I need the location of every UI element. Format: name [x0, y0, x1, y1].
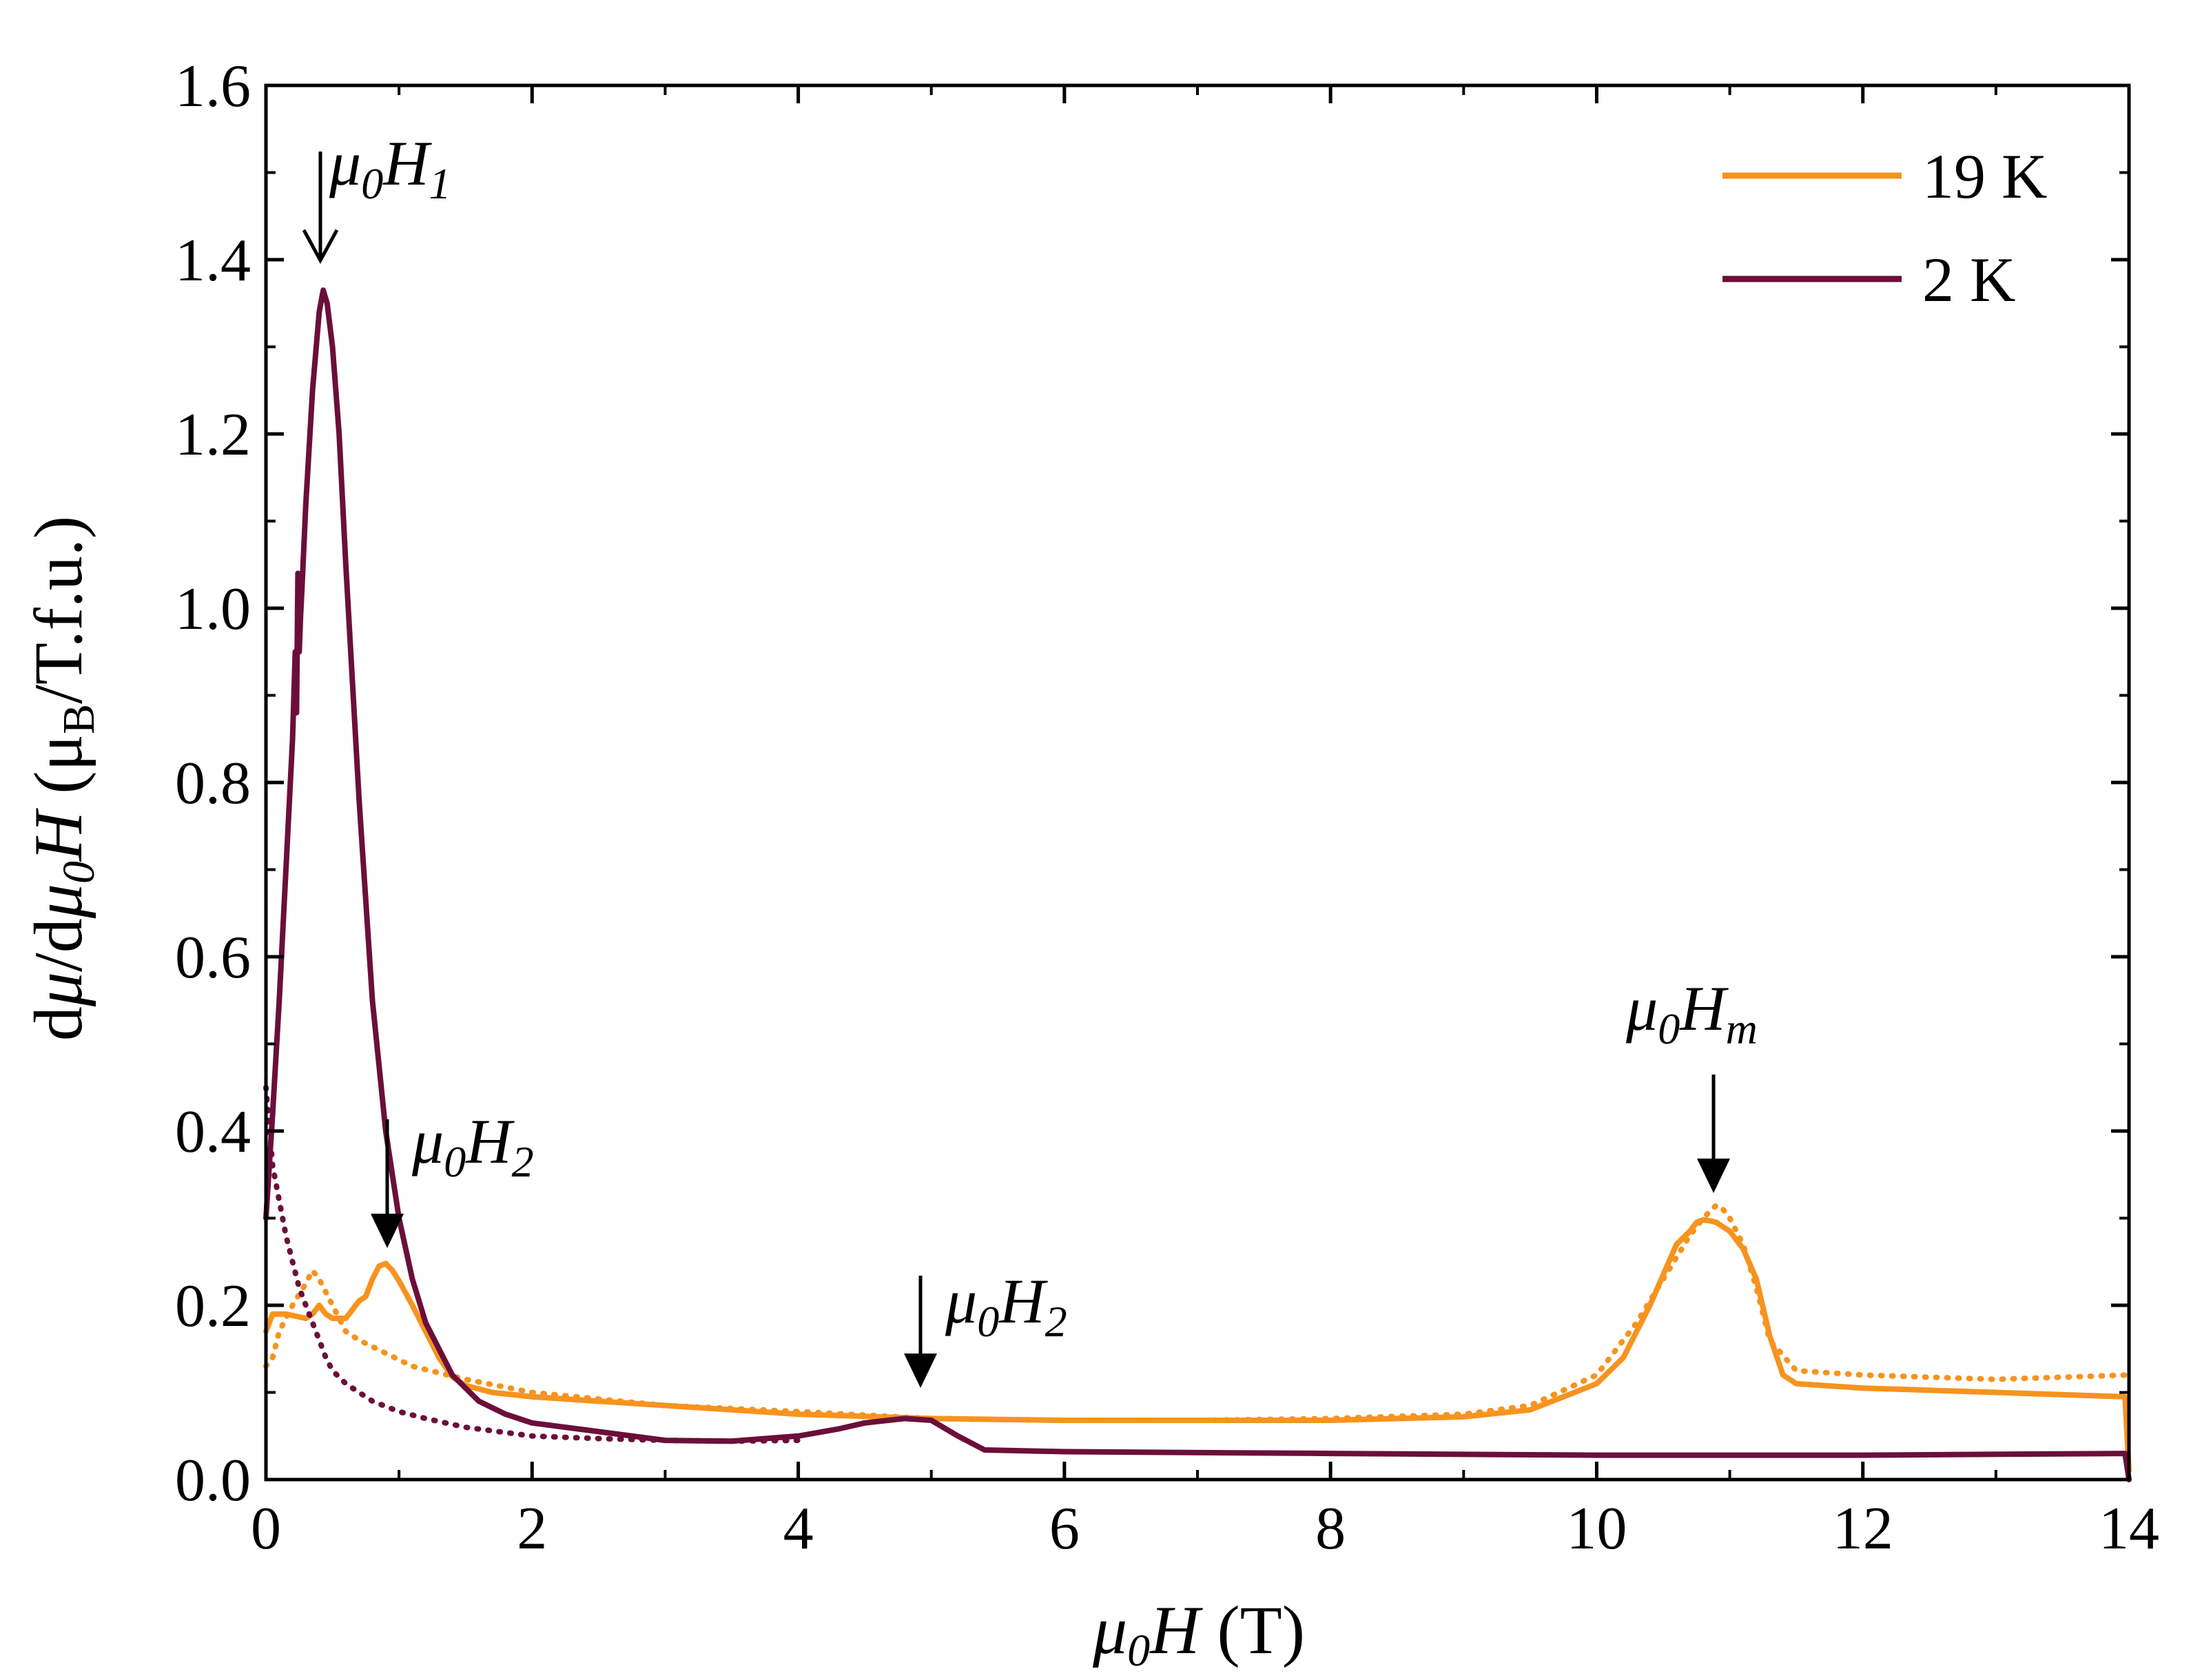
y-axis: 0.0 0.2 0.4 0.6 0.8 1.0 1.2 1.4 1.6 [175, 53, 2129, 1514]
annotations: μ0H1 μ0H2 μ0H2 μ0Hm [302, 128, 1758, 1388]
minor-ticks [266, 85, 2129, 1480]
arrow-head [904, 1354, 937, 1388]
x-tick-label: 12 [1833, 1495, 1893, 1562]
legend-label-19k: 19 K [1922, 141, 2047, 211]
series-19k-solid [263, 1217, 2132, 1474]
annotation-label: μ0H1 [329, 128, 451, 208]
x-tick-label: 6 [1049, 1495, 1080, 1562]
annotation-label: μ0H2 [945, 1266, 1067, 1346]
x-tick-label: 8 [1315, 1495, 1346, 1562]
y-axis-title: dμ/dμ0H (μB/T.f.u.) [20, 516, 104, 1041]
y-tick-label: 1.0 [175, 576, 251, 643]
y-tick-label: 1.2 [175, 402, 251, 468]
y-tick-label: 0.2 [175, 1273, 251, 1340]
annotation-label: μ0Hm [1625, 973, 1758, 1053]
legend-label-2k: 2 K [1922, 245, 2015, 315]
y-tick-label: 1.4 [175, 227, 251, 294]
x-axis-title: μ0H (T) [1092, 1592, 1305, 1676]
annotation-h1: μ0H1 [302, 128, 451, 265]
arrow-head [302, 229, 339, 265]
annotation-h2: μ0H2 [371, 1106, 534, 1248]
x-axis: 0 2 4 6 8 10 12 14 [251, 85, 2159, 1562]
x-tick-label: 2 [517, 1495, 547, 1562]
y-tick-label: 0.0 [175, 1447, 251, 1514]
series-2k-dotted [263, 1084, 801, 1444]
x-tick-label: 4 [783, 1495, 814, 1562]
y-tick-label: 0.6 [175, 924, 251, 991]
series-2k-solid [263, 287, 2132, 1482]
x-tick-label: 10 [1566, 1495, 1627, 1562]
annotation-hm: μ0Hm [1625, 973, 1758, 1193]
annotation-label: μ0H2 [411, 1106, 534, 1186]
arrow-head [1697, 1159, 1730, 1193]
series-layer [263, 287, 2132, 1482]
x-tick-label: 0 [251, 1495, 281, 1562]
y-tick-label: 0.4 [175, 1099, 251, 1165]
arrow-head [371, 1214, 404, 1248]
legend: 19 K 2 K [1722, 141, 2047, 315]
y-tick-label: 1.6 [175, 53, 251, 120]
y-tick-label: 0.8 [175, 750, 251, 817]
x-tick-label: 14 [2099, 1495, 2159, 1562]
plot-frame [264, 83, 2131, 1482]
annotation-h2: μ0H2 [904, 1266, 1067, 1388]
